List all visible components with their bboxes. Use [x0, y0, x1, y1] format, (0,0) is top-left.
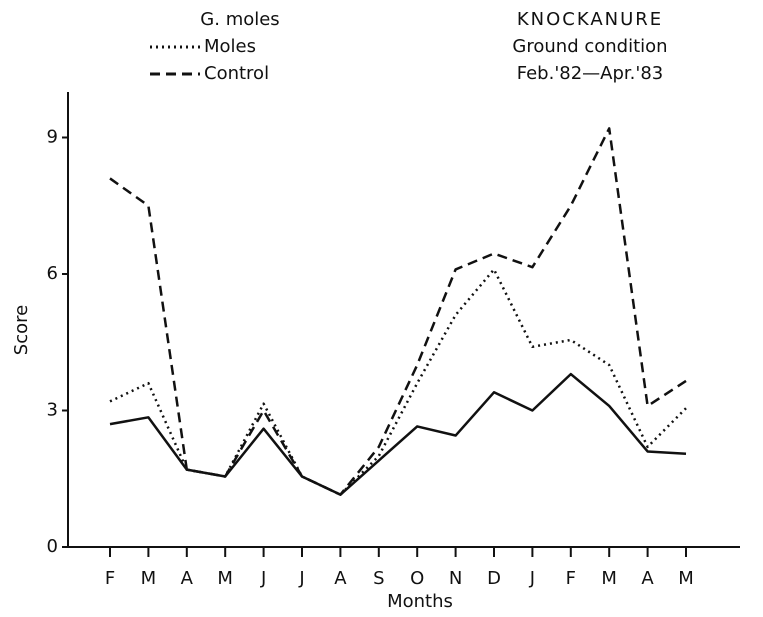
y-axis-label: Score [11, 305, 32, 355]
x-tick-label: F [105, 568, 115, 589]
x-tick-label: M [601, 568, 617, 589]
y-tick-label: 9 [47, 127, 58, 148]
x-tick-label: M [678, 568, 694, 589]
x-tick-label: N [449, 568, 462, 589]
x-axis-label: Months [387, 591, 453, 612]
x-tick-label: M [217, 568, 233, 589]
series-line [109, 372, 687, 496]
y-tick-label: 0 [47, 536, 58, 557]
x-tick-label: J [298, 568, 304, 589]
x-tick-label: J [260, 568, 266, 589]
x-tick-label: D [487, 568, 501, 589]
series-line [109, 268, 687, 496]
y-tick-label: 6 [47, 263, 58, 284]
series-line [109, 127, 687, 496]
x-tick-label: F [566, 568, 576, 589]
x-tick-label: A [334, 568, 347, 589]
x-tick-label: O [410, 568, 424, 589]
chart-title: G. moles [200, 9, 279, 30]
annotation: KNOCKANURE [517, 9, 663, 30]
y-tick-label: 3 [47, 400, 58, 421]
x-tick-label: M [141, 568, 157, 589]
x-tick-label: S [373, 568, 384, 589]
annotation: Feb.'82—Apr.'83 [517, 63, 664, 84]
legend-label: Moles [204, 36, 256, 57]
x-tick-label: A [641, 568, 654, 589]
x-tick-label: A [181, 568, 194, 589]
legend-label: Control [204, 63, 269, 84]
annotation: Ground condition [512, 36, 667, 57]
x-tick-label: J [529, 568, 535, 589]
